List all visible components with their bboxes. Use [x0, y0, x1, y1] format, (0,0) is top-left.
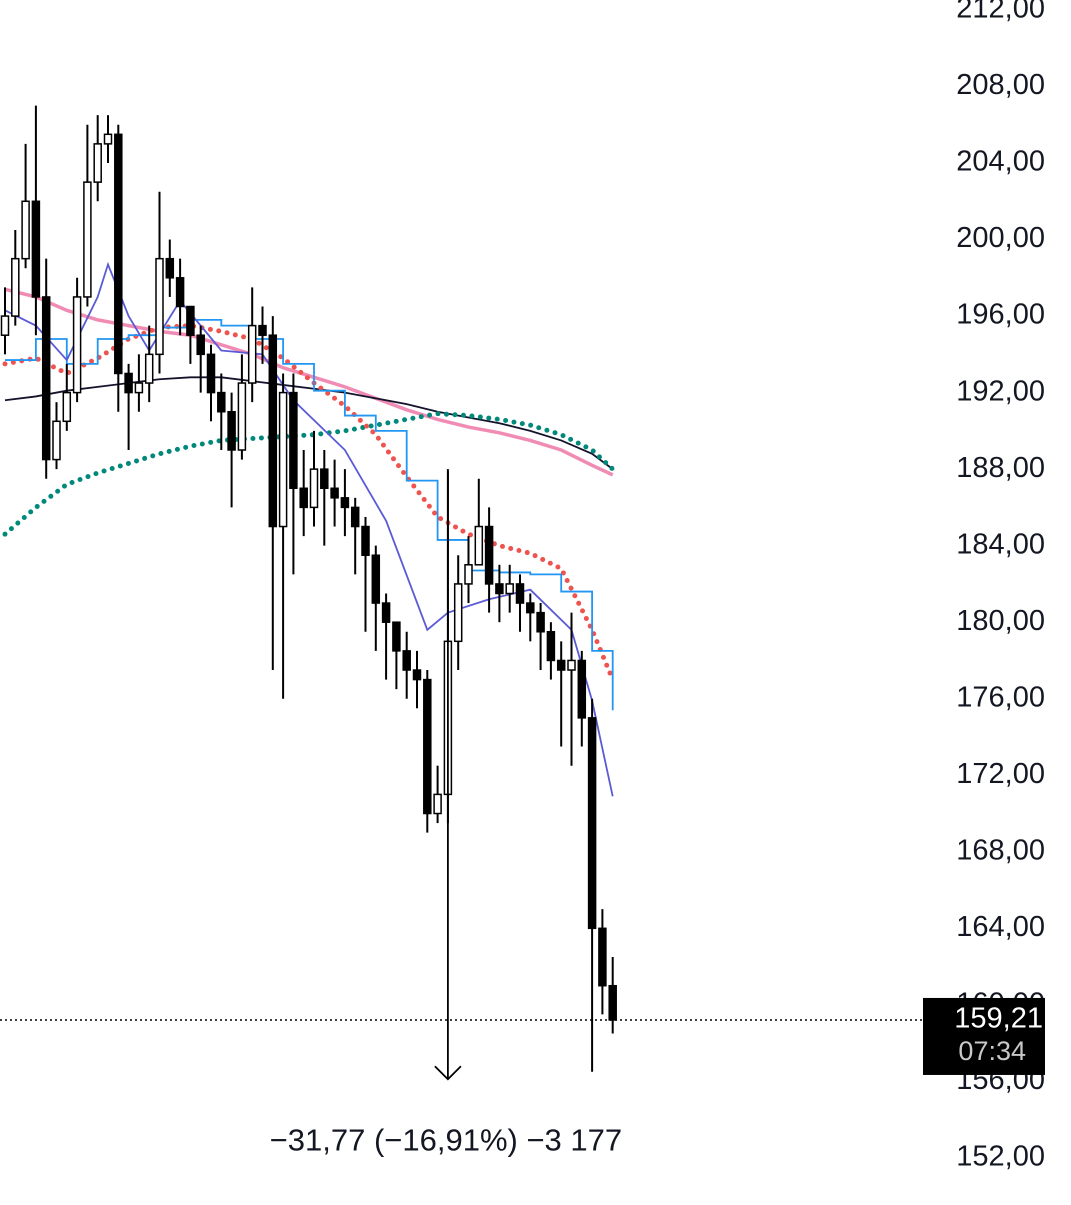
dotted-indicator — [2, 411, 616, 537]
candle-body — [608, 984, 617, 1021]
candle-body — [402, 650, 411, 671]
candle-body — [474, 525, 484, 566]
candle-body — [186, 305, 195, 336]
candle-body — [309, 468, 319, 509]
candle-body — [515, 583, 525, 604]
y-tick-label: 208,00 — [956, 69, 1045, 101]
candle-body — [0, 315, 10, 336]
y-tick-label: 188,00 — [956, 452, 1045, 484]
y-tick-label: 184,00 — [956, 528, 1045, 560]
indicator-line — [4, 287, 614, 477]
price-axis: 212,00 208,00 204,00 200,00 196,00 192,00 188,… — [956, 0, 1045, 1173]
candle-body — [41, 296, 51, 461]
candle-body — [546, 631, 556, 662]
candle-body — [268, 334, 278, 528]
candle-body — [31, 200, 41, 298]
candle-body — [165, 257, 175, 279]
candle-body — [155, 257, 164, 356]
price-box — [923, 997, 1045, 1075]
candle-body — [361, 525, 370, 556]
candle-body — [567, 659, 576, 671]
candle-body — [247, 324, 257, 384]
candle-body — [175, 277, 185, 308]
candle-body — [320, 468, 329, 490]
y-tick-label: 200,00 — [956, 222, 1045, 254]
candle-body — [289, 391, 298, 490]
candle-body — [453, 583, 463, 643]
candle-body — [526, 602, 535, 614]
candle-body — [412, 669, 422, 681]
candle-body — [371, 554, 381, 604]
candle-body — [423, 678, 432, 815]
candle-body — [114, 133, 123, 375]
y-tick-label: 196,00 — [956, 299, 1045, 331]
candles — [0, 105, 617, 1072]
y-tick-label: 176,00 — [956, 681, 1045, 713]
price-label: 159,21 — [954, 1003, 1043, 1035]
candle-body — [505, 583, 514, 595]
y-tick-label: 192,00 — [956, 375, 1045, 407]
candle-body — [93, 143, 102, 183]
candle-body — [278, 391, 288, 528]
candle-body — [484, 525, 494, 585]
candle-body — [52, 420, 61, 461]
candle-body — [134, 382, 144, 394]
candle-body — [124, 372, 133, 394]
y-tick-label: 180,00 — [956, 605, 1045, 637]
candle-body — [464, 564, 473, 585]
candle-body — [381, 602, 391, 623]
candle-body — [350, 506, 360, 528]
candle-body — [144, 353, 154, 384]
candle-body — [330, 487, 339, 499]
y-tick-label: 204,00 — [956, 146, 1045, 178]
candle-body — [598, 927, 607, 987]
candle-body — [556, 659, 566, 671]
candle-body — [227, 410, 236, 451]
candle-body — [62, 391, 72, 423]
candle-body — [587, 717, 597, 930]
y-tick-label: 172,00 — [956, 758, 1045, 790]
candle-body — [103, 133, 113, 145]
candle-body — [433, 793, 442, 815]
candle-body — [258, 324, 267, 336]
y-tick-label: 164,00 — [956, 911, 1045, 943]
candle-body — [196, 334, 205, 356]
candle-body — [237, 382, 247, 451]
candle-body — [72, 296, 82, 394]
indicators — [2, 261, 616, 797]
candle-body — [392, 621, 401, 652]
y-tick-label: 152,00 — [956, 1141, 1045, 1173]
dotted-indicator — [2, 323, 616, 683]
candle-body — [495, 583, 504, 595]
candle-body — [83, 181, 92, 298]
candle-body — [340, 497, 350, 509]
candle-body — [11, 257, 20, 317]
y-tick-label: 212,00 — [956, 0, 1045, 25]
y-tick-label: 168,00 — [956, 834, 1045, 866]
candle-body — [299, 487, 308, 509]
measure-arrowhead — [434, 1065, 462, 1081]
indicator-line — [4, 261, 614, 797]
measure-label: −31,77 (−16,91%) −3 177 — [270, 1122, 622, 1157]
candle-body — [21, 200, 30, 260]
candle-body — [577, 659, 587, 719]
price-time: 07:34 — [958, 1036, 1026, 1066]
candle-body — [536, 611, 545, 633]
candle-body — [206, 353, 216, 394]
candle-body — [217, 391, 226, 413]
